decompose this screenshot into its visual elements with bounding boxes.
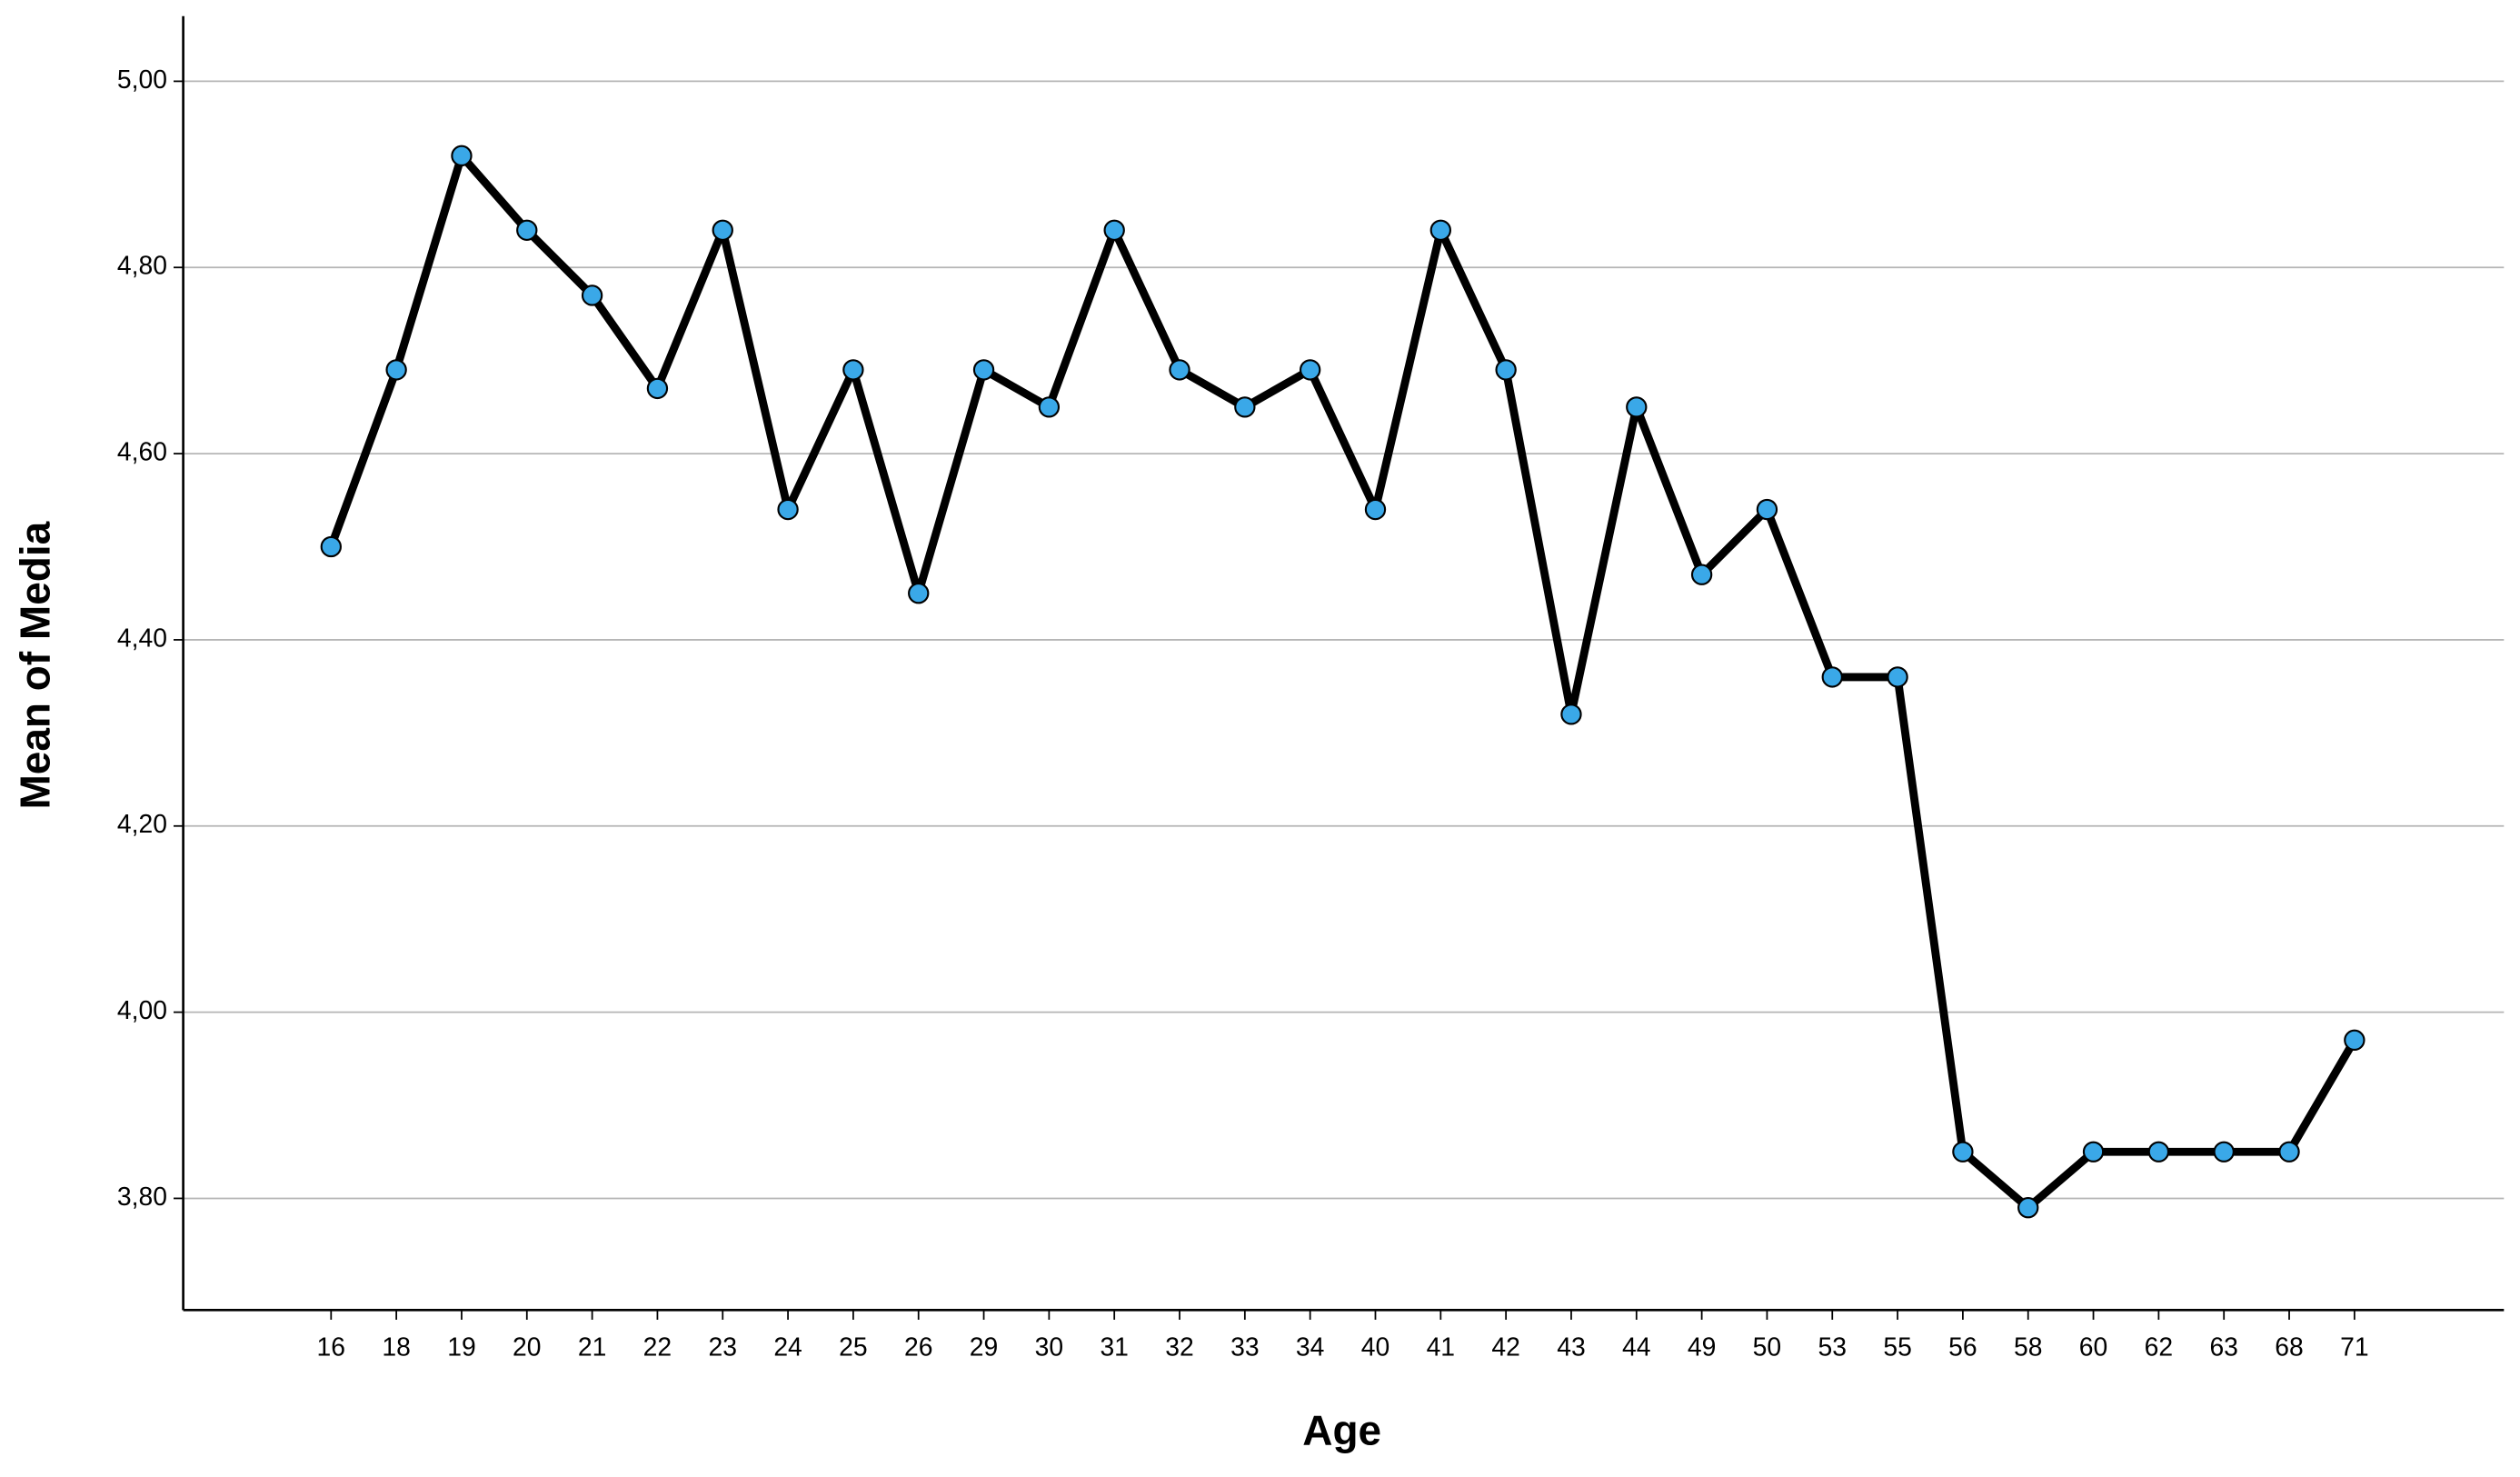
marker xyxy=(2344,1029,2366,1052)
marker xyxy=(581,284,603,306)
y-tick-label: 4,40 xyxy=(117,623,167,652)
x-tick-label: 58 xyxy=(2014,1332,2042,1361)
x-tick-label: 43 xyxy=(1557,1332,1585,1361)
x-tick-label: 50 xyxy=(1753,1332,1781,1361)
x-tick-label: 32 xyxy=(1165,1332,1193,1361)
x-tick-label: 29 xyxy=(970,1332,998,1361)
marker xyxy=(842,359,864,381)
x-tick-label: 26 xyxy=(904,1332,932,1361)
marker xyxy=(2278,1141,2300,1163)
marker xyxy=(777,498,799,521)
x-tick-label: 30 xyxy=(1035,1332,1063,1361)
marker xyxy=(385,359,407,381)
x-tick-label: 21 xyxy=(578,1332,606,1361)
marker xyxy=(1299,359,1321,381)
marker xyxy=(1103,219,1125,241)
x-tick-label: 22 xyxy=(643,1332,672,1361)
marker xyxy=(908,583,930,604)
x-tick-label: 23 xyxy=(709,1332,737,1361)
x-tick-label: 68 xyxy=(2275,1332,2303,1361)
y-tick-label: 4,80 xyxy=(117,251,167,280)
y-tick-label: 5,00 xyxy=(117,65,167,94)
x-tick-label: 60 xyxy=(2079,1332,2107,1361)
x-tick-label: 25 xyxy=(839,1332,867,1361)
marker xyxy=(516,219,538,241)
marker xyxy=(1690,564,1713,585)
marker xyxy=(2147,1141,2170,1163)
marker xyxy=(2017,1197,2039,1219)
x-tick-label: 40 xyxy=(1361,1332,1389,1361)
marker xyxy=(451,145,473,167)
marker xyxy=(1887,666,1908,688)
marker xyxy=(1364,498,1387,521)
y-tick-label: 4,00 xyxy=(117,995,167,1024)
y-axis-title: Mean of Media xyxy=(12,521,59,809)
marker xyxy=(2082,1141,2105,1163)
x-tick-label: 31 xyxy=(1100,1332,1128,1361)
x-axis-title: Age xyxy=(1302,1407,1381,1454)
x-tick-label: 49 xyxy=(1688,1332,1716,1361)
x-tick-label: 20 xyxy=(513,1332,541,1361)
marker xyxy=(1038,396,1061,418)
x-tick-label: 62 xyxy=(2145,1332,2173,1361)
x-tick-label: 19 xyxy=(447,1332,475,1361)
marker xyxy=(646,377,669,400)
marker xyxy=(972,359,995,381)
marker xyxy=(712,219,733,241)
x-tick-label: 53 xyxy=(1818,1332,1847,1361)
x-tick-label: 33 xyxy=(1230,1332,1259,1361)
marker xyxy=(1560,704,1582,725)
x-tick-label: 55 xyxy=(1883,1332,1911,1361)
marker xyxy=(1495,359,1517,381)
x-tick-label: 56 xyxy=(1948,1332,1977,1361)
marker xyxy=(2213,1141,2235,1163)
y-tick-label: 4,60 xyxy=(117,437,167,466)
x-tick-label: 44 xyxy=(1622,1332,1650,1361)
line xyxy=(327,151,2358,1213)
marker xyxy=(1234,396,1256,418)
x-tick-label: 41 xyxy=(1427,1332,1455,1361)
x-tick-label: 18 xyxy=(382,1332,410,1361)
x-tick-label: 71 xyxy=(2340,1332,2368,1361)
marker xyxy=(1756,498,1778,521)
x-tick-label: 24 xyxy=(773,1332,802,1361)
x-tick-label: 63 xyxy=(2209,1332,2237,1361)
x-tick-label: 42 xyxy=(1491,1332,1519,1361)
y-tick-label: 4,20 xyxy=(117,809,167,838)
x-tick-label: 34 xyxy=(1296,1332,1324,1361)
marker xyxy=(1169,359,1190,381)
marker xyxy=(1626,396,1648,418)
marker xyxy=(1952,1141,1974,1163)
x-tick-label: 16 xyxy=(317,1332,345,1361)
y-tick-label: 3,80 xyxy=(117,1182,167,1211)
marker xyxy=(1429,219,1451,241)
marker xyxy=(320,535,342,558)
marker xyxy=(1821,666,1843,688)
